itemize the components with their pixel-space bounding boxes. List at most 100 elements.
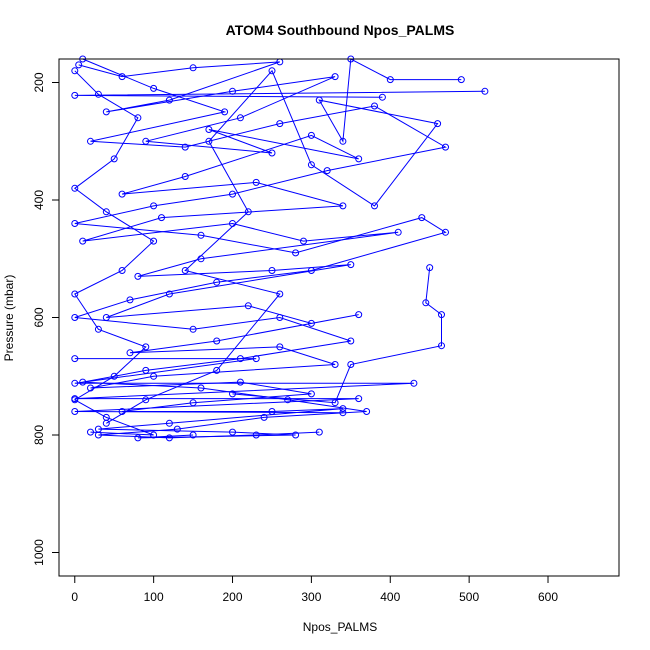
data-point: [79, 237, 87, 245]
data-point: [205, 137, 213, 145]
data-point: [71, 67, 79, 75]
data-point: [371, 202, 378, 210]
series-line: [78, 61, 399, 439]
series-1: [71, 55, 449, 442]
data-point: [442, 143, 449, 151]
data-point: [181, 267, 189, 274]
data-point: [71, 91, 79, 99]
data-point: [276, 314, 284, 321]
data-point: [244, 208, 252, 216]
data-point: [481, 87, 489, 95]
series-4: [71, 355, 418, 417]
data-point: [268, 408, 276, 415]
data-point: [165, 434, 173, 442]
chart-title: ATOM4 Southbound Npos_PALMS: [226, 22, 455, 38]
data-point: [307, 319, 315, 327]
data-point: [355, 311, 363, 319]
data-point: [165, 419, 173, 427]
data-point: [363, 408, 371, 415]
data-point: [268, 149, 276, 157]
data-point: [110, 155, 118, 163]
data-point: [331, 73, 339, 81]
x-tick-label: 100: [144, 590, 164, 604]
series-line: [74, 58, 447, 439]
data-point: [102, 419, 110, 427]
y-tick-label: 800: [32, 425, 46, 445]
data-point: [347, 261, 355, 269]
data-point: [150, 237, 158, 245]
data-point: [339, 202, 347, 210]
data-point: [371, 102, 378, 110]
data-point: [181, 143, 189, 151]
data-point: [165, 290, 173, 298]
data-point: [438, 311, 445, 319]
data-point: [418, 214, 426, 222]
y-axis-label: Pressure (mbar): [2, 275, 16, 362]
data-point: [173, 425, 181, 433]
data-point: [378, 93, 386, 101]
data-point: [102, 108, 110, 116]
data-point: [229, 428, 236, 436]
data-point: [323, 167, 331, 175]
series-6: [102, 55, 465, 427]
data-point: [300, 237, 307, 245]
data-point: [197, 384, 205, 392]
data-point: [307, 161, 315, 169]
data-point: [94, 90, 102, 98]
data-point: [118, 190, 126, 198]
y-tick-label: 200: [32, 72, 46, 92]
data-point: [229, 390, 236, 398]
data-point: [221, 108, 229, 116]
data-point: [229, 190, 236, 198]
data-point: [307, 267, 315, 274]
data-point: [331, 399, 339, 407]
y-axis: 200 400 600 800 1000: [32, 72, 60, 566]
data-point: [410, 379, 418, 387]
data-point: [252, 431, 260, 439]
data-point: [457, 76, 465, 84]
data-point: [236, 114, 244, 122]
data-point: [142, 343, 150, 351]
data-point: [339, 409, 347, 417]
data-point: [134, 114, 142, 122]
data-point: [386, 76, 394, 84]
data-point: [71, 408, 79, 415]
series-line: [74, 90, 485, 98]
data-point: [315, 96, 323, 104]
data-point: [197, 231, 205, 239]
plot-frame: [58, 58, 620, 577]
data-point: [71, 314, 79, 321]
data-point: [284, 396, 292, 404]
data-point: [71, 290, 79, 298]
data-point: [150, 202, 158, 210]
data-point: [134, 272, 142, 280]
data-point: [189, 325, 197, 333]
data-point: [307, 390, 315, 398]
y-tick-label: 600: [32, 307, 46, 327]
data-point: [315, 428, 323, 436]
x-tick-label: 400: [380, 590, 400, 604]
data-point: [150, 372, 158, 380]
data-point: [292, 431, 300, 439]
x-tick-label: 300: [301, 590, 321, 604]
data-point: [126, 296, 134, 304]
data-point: [118, 267, 126, 274]
data-point: [339, 137, 347, 145]
data-point: [213, 278, 221, 286]
data-point: [126, 349, 134, 357]
data-point: [355, 155, 363, 163]
x-tick-label: 0: [71, 590, 78, 604]
x-tick-label: 600: [538, 590, 558, 604]
data-point: [276, 290, 284, 298]
series-line: [73, 70, 155, 436]
data-point: [292, 249, 300, 257]
data-point: [189, 64, 197, 72]
data-point: [347, 337, 355, 345]
data-point: [276, 120, 284, 128]
data-point: [110, 372, 118, 380]
data-point: [213, 337, 221, 345]
data-point: [307, 131, 315, 139]
data-point: [442, 228, 449, 236]
x-axis: 0 100 200 300 400 500 600: [71, 575, 558, 604]
